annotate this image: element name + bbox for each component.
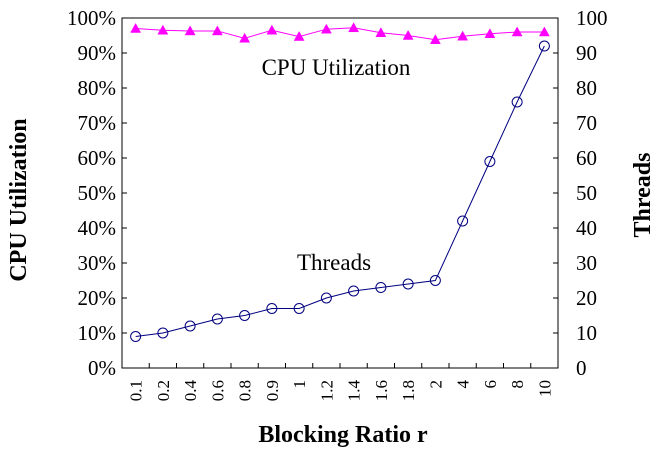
right-tick-label: 100 <box>576 6 608 30</box>
right-tick-label: 40 <box>576 216 597 240</box>
right-tick-label: 0 <box>576 356 587 380</box>
data-point <box>239 32 251 43</box>
left-tick-label: 10% <box>78 321 117 345</box>
left-tick-label: 30% <box>78 251 117 275</box>
x-tick-label: 1.8 <box>399 380 418 401</box>
right-tick-label: 20 <box>576 286 597 310</box>
data-point <box>184 25 196 36</box>
left-tick-label: 20% <box>78 286 117 310</box>
right-tick-label: 50 <box>576 181 597 205</box>
cpu-utilization-annotation: CPU Utilization <box>262 55 411 80</box>
right-tick-label: 30 <box>576 251 597 275</box>
data-point <box>266 24 278 35</box>
data-point <box>511 96 523 108</box>
data-point <box>348 22 360 33</box>
left-y-axis-title: CPU Utilization <box>6 118 32 281</box>
data-point <box>429 275 441 286</box>
data-point <box>511 26 523 37</box>
x-tick-label: 0.9 <box>263 380 282 401</box>
data-point <box>484 156 496 167</box>
left-tick-label: 40% <box>78 216 117 240</box>
x-tick-label: 4 <box>454 380 473 389</box>
data-point <box>320 292 332 304</box>
data-point <box>375 282 387 293</box>
x-tick-label: 0.6 <box>208 380 227 401</box>
left-tick-label: 70% <box>78 111 117 135</box>
right-axis-ticks: 0 10 20 30 40 50 60 70 80 90 100 <box>553 6 608 380</box>
data-point <box>402 278 414 290</box>
x-tick-label: 6 <box>481 380 500 389</box>
x-tick-label: 10 <box>535 380 554 397</box>
data-point <box>402 29 414 40</box>
x-tick-label: 1 <box>290 380 309 389</box>
data-point <box>429 34 441 44</box>
left-tick-label: 0% <box>88 356 116 380</box>
x-tick-label: 0.2 <box>154 380 173 401</box>
x-tick-label: 0.4 <box>181 380 200 402</box>
threads-annotation: Threads <box>297 250 371 275</box>
data-point <box>130 22 142 33</box>
data-point <box>157 24 169 35</box>
right-tick-label: 80 <box>576 76 597 100</box>
x-tick-label: 1.6 <box>372 380 391 401</box>
data-point <box>538 26 550 37</box>
left-tick-label: 80% <box>78 76 117 100</box>
x-tick-label: 1.4 <box>345 380 364 402</box>
data-point <box>293 303 305 314</box>
right-tick-label: 90 <box>576 41 597 65</box>
data-point <box>130 331 142 342</box>
series-layer <box>130 22 550 342</box>
x-axis-ticks: 0.1 0.2 0.4 0.6 0.8 0.9 1 1.2 1.4 1.6 1.8 2 4 6 8 10 <box>121 363 559 402</box>
x-tick-label: 8 <box>508 380 527 389</box>
left-tick-label: 50% <box>78 181 117 205</box>
right-tick-label: 60 <box>576 146 597 170</box>
right-tick-label: 70 <box>576 111 597 135</box>
data-point <box>211 25 223 36</box>
left-tick-label: 60% <box>78 146 117 170</box>
data-point <box>375 27 387 37</box>
data-point <box>266 303 278 314</box>
x-tick-label: 2 <box>426 380 445 389</box>
data-point <box>457 215 469 227</box>
data-point <box>320 23 332 34</box>
left-tick-label: 90% <box>78 41 117 65</box>
left-axis-ticks: 0% 10% 20% 30% 40% 50% 60% 70% 80% 90% 100% <box>67 6 127 380</box>
x-tick-label: 0.8 <box>236 380 255 401</box>
data-point <box>184 320 196 332</box>
series-line <box>135 45 545 337</box>
x-tick-label: 1.2 <box>317 380 336 401</box>
series-cpu-utilization <box>130 22 550 44</box>
data-point <box>211 313 223 325</box>
x-tick-label: 0.1 <box>127 380 146 401</box>
series-threads <box>130 40 550 342</box>
data-point <box>239 310 251 321</box>
data-point <box>457 30 469 41</box>
data-point <box>157 327 169 339</box>
right-y-axis-title: Threads <box>630 153 656 238</box>
left-tick-label: 100% <box>67 6 116 30</box>
right-tick-label: 10 <box>576 321 597 345</box>
data-point <box>538 40 550 52</box>
data-point <box>293 31 305 41</box>
series-line <box>135 27 545 41</box>
data-point <box>484 28 496 38</box>
x-axis-title: Blocking Ratio r <box>258 422 428 448</box>
data-point <box>348 285 360 297</box>
